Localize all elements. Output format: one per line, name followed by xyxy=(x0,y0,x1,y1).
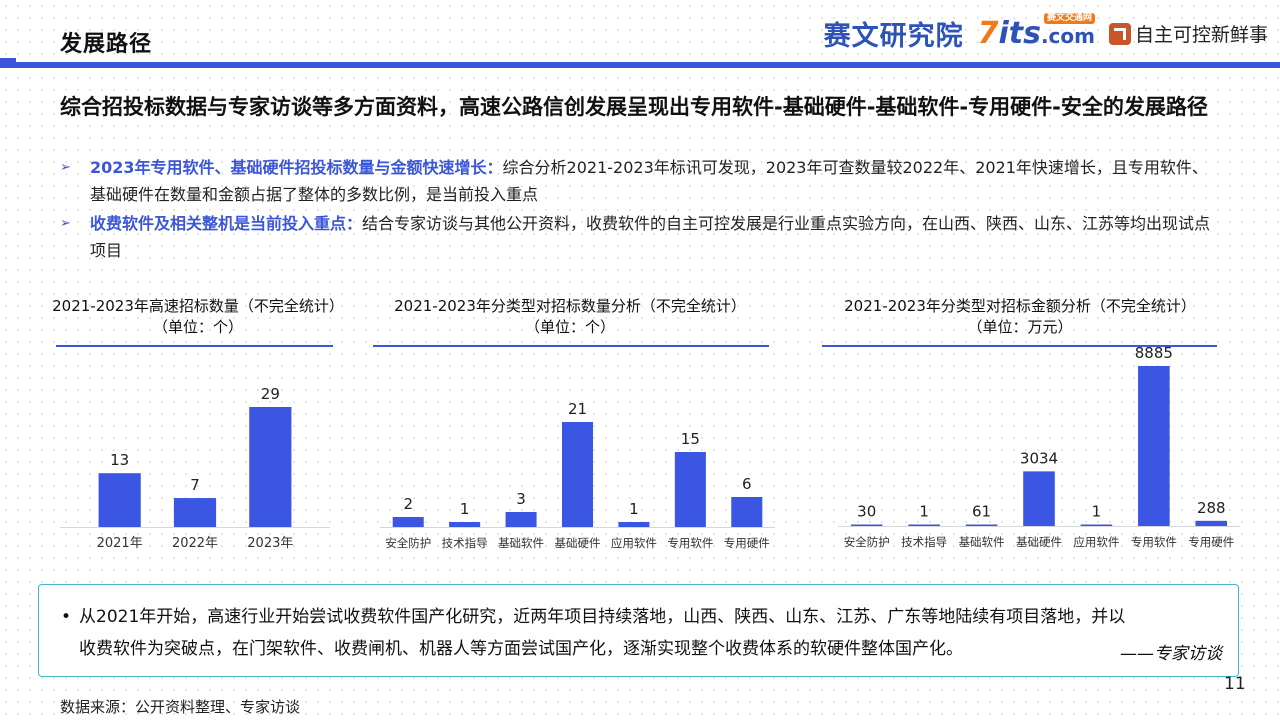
chart-2-plot: 2 安全防护 1 技术指导 3 基础软件 21 基础硬件 1 应用软件 15 专用软件 6 专用硬件 xyxy=(380,400,775,550)
bar-value-label: 288 xyxy=(1197,499,1226,517)
bar xyxy=(850,524,883,526)
chart-1-title: 2021-2023年高速招标数量（不完全统计） xyxy=(52,297,344,315)
brand-bar: 赛文研究院 7its.com 赛文交通网 自主可控新鲜事 xyxy=(823,12,1268,53)
chart-2-title: 2021-2023年分类型对招标数量分析（不完全统计） xyxy=(394,297,746,315)
bar-value-label: 3 xyxy=(516,490,526,508)
quote-text: • 从2021年开始，高速行业开始尝试收费软件国产化研究，近两年项目持续落地，山西… xyxy=(61,601,1221,665)
bar xyxy=(731,497,763,527)
bar xyxy=(908,524,940,526)
bullet-list: ➢ 2023年专用软件、基础硬件招投标数量与金额快速增长：综合分析2021-20… xyxy=(60,154,1220,266)
category-label: 2023年 xyxy=(247,536,293,551)
bar xyxy=(249,407,292,527)
bar xyxy=(674,452,706,527)
bar-value-label: 1 xyxy=(629,500,639,518)
brand-site-tag: 赛文交通网 xyxy=(1043,12,1095,24)
chart-3-plot: 30 安全防护 1 技术指导 61 基础软件 3034 基础硬件 1 应用软件 8885 专用软件 28… xyxy=(838,344,1240,549)
bullet-text: 收费软件及相关整机是当前投入重点：结合专家访谈与其他公开资料，收费软件的自主可控… xyxy=(90,210,1220,264)
chart-3-title: 2021-2023年分类型对招标金额分析（不完全统计） xyxy=(844,297,1196,315)
chart-1-subtitle: （单位：个） xyxy=(152,318,243,336)
category-label: 应用软件 xyxy=(1073,535,1119,549)
quote-line-2: 收费软件为突破点，在门架软件、收费闸机、机器人等方面尝试国产化，逐渐实现整个收费… xyxy=(79,639,963,659)
bullet-body: 结合专家访谈与其他公开资料，收费软件的自主可控发展是行业重点实验方向，在山西、陕… xyxy=(90,214,1211,260)
brand-site-tld: .com xyxy=(1040,23,1095,48)
category-label: 技术指导 xyxy=(442,536,488,550)
bar-value-label: 1 xyxy=(919,503,929,521)
bar xyxy=(561,422,594,527)
bar-value-label: 2 xyxy=(403,495,413,513)
category-label: 技术指导 xyxy=(901,535,947,549)
category-label: 专用软件 xyxy=(1131,535,1177,549)
bar-value-label: 13 xyxy=(110,451,129,469)
bar xyxy=(173,498,217,527)
brand-site-logo: 7its.com 赛文交通网 xyxy=(977,12,1095,51)
bar-value-label: 1 xyxy=(1092,503,1102,521)
category-label: 专用硬件 xyxy=(1188,535,1234,549)
chart-1-plot: 13 2021年 7 2022年 29 2023年 xyxy=(60,385,330,551)
category-label: 2021年 xyxy=(97,536,143,551)
bar-value-label: 8885 xyxy=(1135,344,1173,362)
brand-tagline-group: 自主可控新鲜事 xyxy=(1108,20,1268,47)
category-label: 基础硬件 xyxy=(1016,535,1062,549)
chart-1-title-block: 2021-2023年高速招标数量（不完全统计） （单位：个） xyxy=(40,296,356,338)
quote-line-1-text: 从2021年开始，高速行业开始尝试收费软件国产化研究，近两年项目持续落地，山西、… xyxy=(79,607,1126,627)
brand-site-rest: its xyxy=(998,15,1041,51)
bar xyxy=(1138,366,1170,526)
expert-quote-box: • 从2021年开始，高速行业开始尝试收费软件国产化研究，近两年项目持续落地，山西… xyxy=(38,584,1239,677)
bar xyxy=(392,517,424,527)
bullet-body: 综合分析2021-2023年标讯可发现，2023年可查数量较2022年、2021… xyxy=(90,158,1208,204)
bar-value-label: 61 xyxy=(972,503,991,521)
quote-line-1: • 从2021年开始，高速行业开始尝试收费软件国产化研究，近两年项目持续落地，山西… xyxy=(61,601,1221,633)
footer-source: 数据来源：公开资料整理、专家访谈 xyxy=(60,698,301,716)
chart-2-subtitle: （单位：个） xyxy=(524,318,615,336)
brand-tagline: 自主可控新鲜事 xyxy=(1134,24,1268,46)
brand-site-seven: 7 xyxy=(977,15,999,51)
bullet-strong: 收费软件及相关整机是当前投入重点： xyxy=(90,214,363,233)
header-rule xyxy=(0,62,1280,68)
chart-3-title-block: 2021-2023年分类型对招标金额分析（不完全统计） （单位：万元） xyxy=(820,296,1220,338)
bar-value-label: 1 xyxy=(460,500,470,518)
quote-source: ——专家访谈 xyxy=(1120,644,1222,664)
logo-icon xyxy=(1108,22,1131,45)
category-label: 安全防护 xyxy=(844,535,890,549)
bar-value-label: 30 xyxy=(857,503,876,521)
bar xyxy=(98,473,141,527)
page-number: 11 xyxy=(1224,674,1246,694)
quote-bullet: • xyxy=(61,607,72,627)
bar xyxy=(1023,471,1055,526)
chart-3-subtitle: （单位：万元） xyxy=(967,318,1073,336)
chart-2-title-block: 2021-2023年分类型对招标数量分析（不完全统计） （单位：个） xyxy=(370,296,770,338)
bullet-text: 2023年专用软件、基础硬件招投标数量与金额快速增长：综合分析2021-2023… xyxy=(90,154,1220,208)
arrow-bullet-icon: ➢ xyxy=(60,160,71,175)
bar-value-label: 29 xyxy=(261,385,280,403)
headline: 综合招投标数据与专家访谈等多方面资料，高速公路信创发展呈现出专用软件-基础硬件-… xyxy=(60,95,1208,119)
chart-2-title-rule xyxy=(373,345,769,347)
category-label: 专用软件 xyxy=(667,536,713,550)
category-label: 专用硬件 xyxy=(724,536,770,550)
bullet-item: ➢ 收费软件及相关整机是当前投入重点：结合专家访谈与其他公开资料，收费软件的自主… xyxy=(60,210,1220,264)
chart-1-title-rule xyxy=(56,345,333,347)
page-title: 发展路径 xyxy=(60,32,153,57)
category-label: 安全防护 xyxy=(385,536,431,550)
bar-value-label: 15 xyxy=(681,430,700,448)
bar xyxy=(505,512,537,527)
bar xyxy=(449,522,481,527)
bar xyxy=(1195,520,1228,526)
brand-name: 赛文研究院 xyxy=(823,21,964,52)
category-label: 2022年 xyxy=(172,536,218,551)
bar-value-label: 3034 xyxy=(1020,449,1058,467)
arrow-bullet-icon: ➢ xyxy=(60,216,71,231)
category-label: 基础硬件 xyxy=(555,536,601,550)
bar xyxy=(965,524,998,526)
chart-3-title-rule xyxy=(822,345,1217,347)
category-label: 基础软件 xyxy=(959,535,1005,549)
bar xyxy=(1080,524,1113,526)
bar xyxy=(618,522,650,527)
bar-value-label: 21 xyxy=(568,400,587,418)
bar-value-label: 6 xyxy=(742,475,752,493)
bullet-item: ➢ 2023年专用软件、基础硬件招投标数量与金额快速增长：综合分析2021-20… xyxy=(60,154,1220,208)
bar-value-label: 7 xyxy=(190,476,200,494)
bullet-strong: 2023年专用软件、基础硬件招投标数量与金额快速增长： xyxy=(90,158,503,177)
category-label: 基础软件 xyxy=(498,536,544,550)
category-label: 应用软件 xyxy=(611,536,657,550)
